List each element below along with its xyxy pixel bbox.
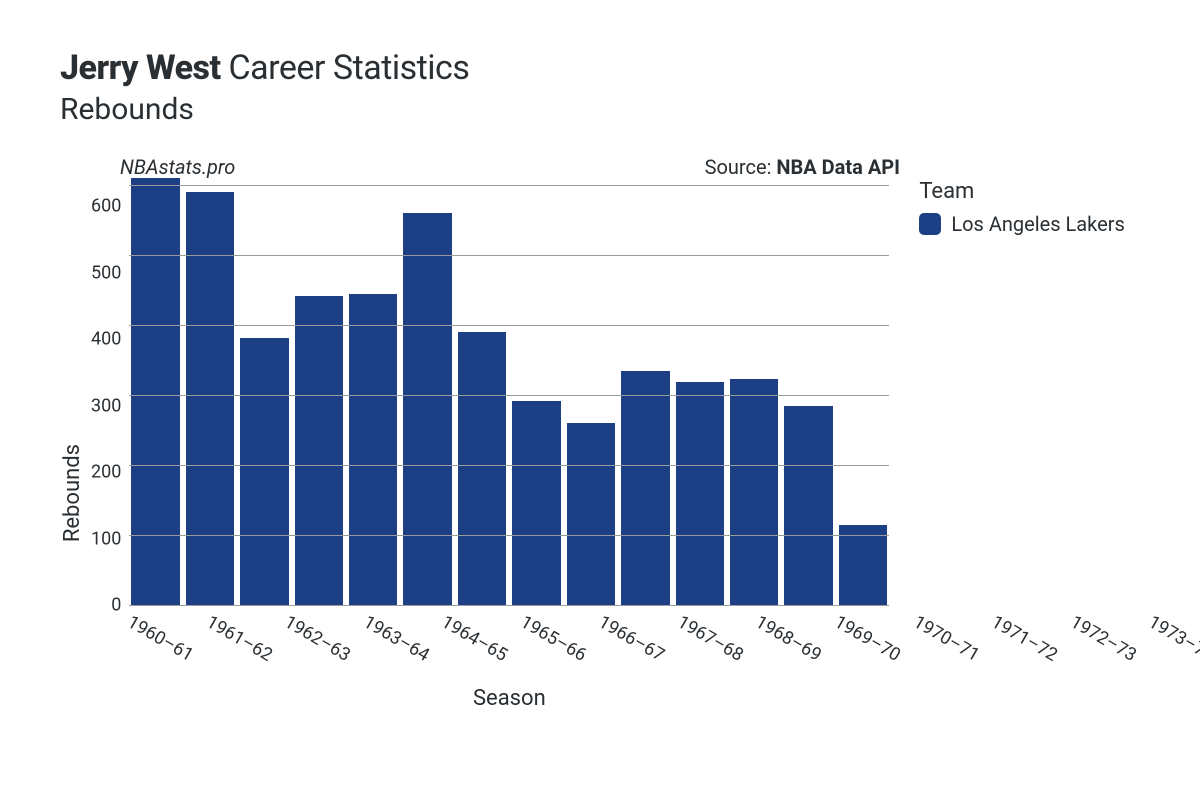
- source-label: Source:: [705, 155, 777, 179]
- grid-line: [129, 465, 889, 466]
- grid-line: [129, 325, 889, 326]
- x-tick: 1968–69: [752, 611, 825, 665]
- bar: [512, 401, 560, 605]
- x-tick: 1961–62: [203, 611, 276, 665]
- x-tick: 1972–73: [1066, 611, 1139, 665]
- chart-title: Jerry West Career Statistics: [60, 48, 1160, 88]
- bar: [676, 382, 724, 605]
- x-tick: 1969–70: [831, 611, 904, 665]
- title-rest: Career Statistics: [221, 48, 470, 88]
- y-tick: 100: [91, 528, 121, 549]
- y-tick: 500: [91, 262, 121, 283]
- source-attribution: Source: NBA Data API: [705, 155, 900, 179]
- bar: [730, 379, 778, 605]
- y-tick: 400: [91, 329, 121, 350]
- y-tick: 0: [111, 595, 121, 616]
- x-tick: 1964–65: [438, 611, 511, 665]
- watermark: NBAstats.pro: [120, 155, 235, 179]
- legend-item: Los Angeles Lakers: [919, 212, 1124, 236]
- y-tick: 200: [91, 462, 121, 483]
- y-tick: 300: [91, 395, 121, 416]
- bar: [784, 406, 832, 606]
- x-tick: 1967–68: [674, 611, 747, 665]
- x-tick: 1962–63: [281, 611, 354, 665]
- x-axis-label: Season: [129, 686, 889, 711]
- bar: [567, 423, 615, 605]
- bar: [458, 332, 506, 605]
- grid-line: [129, 395, 889, 396]
- x-tick: 1971–72: [988, 611, 1061, 665]
- x-tick: 1965–66: [517, 611, 590, 665]
- y-tick: 600: [91, 196, 121, 217]
- x-tick: 1973–74: [1145, 611, 1200, 665]
- x-tick: 1966–67: [595, 611, 668, 665]
- bar: [621, 371, 669, 606]
- grid-line: [129, 185, 889, 186]
- meta-row: NBAstats.pro Source: NBA Data API: [60, 155, 1160, 179]
- chart-plot-area: [129, 185, 889, 605]
- bar: [349, 294, 397, 605]
- grid-line: [129, 535, 889, 536]
- bar: [839, 525, 887, 605]
- source-name: NBA Data API: [776, 155, 900, 179]
- legend-swatch: [919, 213, 941, 235]
- bar: [186, 192, 234, 605]
- chart-subtitle: Rebounds: [60, 92, 1160, 127]
- bar: [240, 338, 288, 605]
- grid-line: [129, 255, 889, 256]
- title-bold: Jerry West: [60, 48, 221, 88]
- y-axis-label: Rebounds: [60, 354, 85, 542]
- legend: Team Los Angeles Lakers: [919, 179, 1124, 236]
- legend-label: Los Angeles Lakers: [951, 212, 1124, 236]
- bar: [403, 213, 451, 605]
- legend-title: Team: [919, 179, 1124, 204]
- bar: [131, 178, 179, 605]
- x-tick: 1963–64: [360, 611, 433, 665]
- x-axis-ticks: 1960–611961–621962–631963–641964–651965–…: [129, 605, 889, 626]
- grid-line: [129, 605, 889, 606]
- x-tick: 1960–61: [124, 611, 197, 665]
- x-tick: 1970–71: [909, 611, 982, 665]
- bar: [295, 296, 343, 605]
- y-axis-ticks: 6005004003002001000: [91, 185, 129, 605]
